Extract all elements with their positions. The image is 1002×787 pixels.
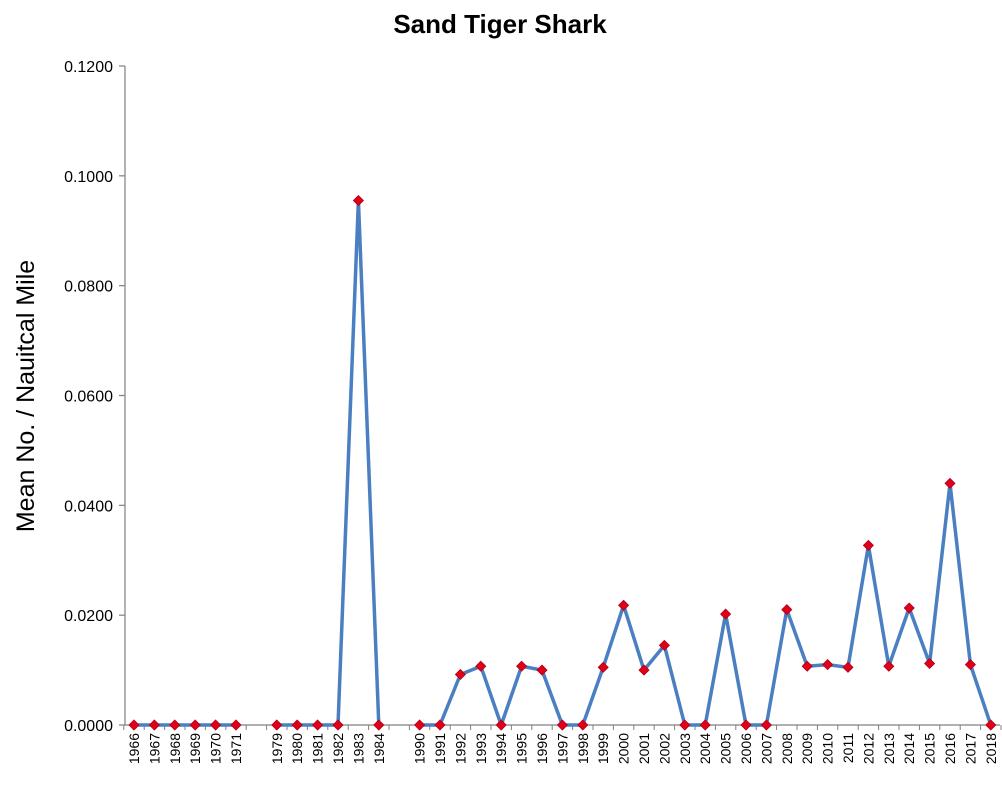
data-point-marker — [332, 719, 344, 731]
data-point-marker — [414, 719, 426, 731]
x-tick-label: 1980 — [289, 733, 305, 764]
x-tick-label: 1994 — [493, 733, 509, 764]
x-tick-label: 2007 — [758, 733, 774, 764]
data-point-marker — [169, 719, 181, 731]
axes — [119, 65, 1002, 730]
y-tick-label: 0.0800 — [64, 279, 113, 296]
data-point-marker — [128, 719, 140, 731]
data-point-marker — [801, 660, 813, 672]
x-tick-label: 2015 — [922, 733, 938, 764]
x-tick-label: 2014 — [901, 733, 917, 764]
x-tick-label: 2002 — [656, 733, 672, 764]
data-point-marker — [352, 194, 364, 207]
y-axis-label: Mean No. / Nauitcal Mile — [12, 260, 40, 532]
x-tick-label: 1990 — [412, 733, 428, 764]
x-tick-label: 1971 — [228, 733, 244, 764]
data-point-marker — [210, 719, 222, 731]
data-point-marker — [781, 604, 793, 616]
x-tick-label: 1991 — [432, 733, 448, 764]
x-tick-label: 2003 — [677, 733, 693, 764]
data-point-marker — [271, 719, 283, 731]
x-tick-label: 1981 — [310, 733, 326, 764]
y-tick-label: 0.1200 — [64, 59, 113, 76]
x-tick-label: 1997 — [554, 733, 570, 764]
data-point-marker — [577, 719, 589, 731]
data-point-marker — [148, 719, 160, 731]
x-tick-label: 1967 — [146, 733, 162, 764]
x-tick-label: 1968 — [167, 733, 183, 764]
data-markers — [128, 194, 997, 731]
x-tick-label: 1970 — [208, 733, 224, 764]
x-tick-label: 2008 — [779, 733, 795, 764]
data-point-marker — [475, 660, 487, 672]
tick-labels: 0.0000 0.0200 0.0400 0.0600 0.0800 0.1000 0.12… — [64, 59, 999, 764]
data-point-marker — [903, 602, 915, 614]
x-tick-label: 1982 — [330, 733, 346, 764]
x-tick-label: 1993 — [473, 733, 489, 764]
x-tick-label: 2004 — [697, 733, 713, 764]
data-point-marker — [373, 719, 385, 731]
data-point-marker — [658, 639, 670, 651]
x-tick-label: 2018 — [983, 733, 999, 764]
data-point-marker — [822, 659, 834, 671]
x-tick-label: 1979 — [269, 733, 285, 764]
data-point-marker — [699, 719, 711, 731]
data-point-marker — [760, 719, 772, 731]
data-point-marker — [495, 719, 507, 731]
data-point-marker — [740, 719, 752, 731]
x-tick-label: 1984 — [371, 733, 387, 764]
data-point-marker — [944, 477, 956, 489]
x-tick-label: 2016 — [942, 733, 958, 764]
data-point-marker — [434, 719, 446, 731]
x-tick-label: 1983 — [350, 733, 366, 764]
series-line-segment — [276, 198, 381, 727]
y-tick-label: 0.0400 — [64, 498, 113, 515]
data-point-marker — [883, 660, 895, 672]
x-tick-label: 1992 — [452, 733, 468, 764]
x-tick-label: 2012 — [860, 733, 876, 764]
x-tick-label: 2005 — [718, 733, 734, 764]
data-point-marker — [597, 661, 609, 673]
x-tick-label: 2017 — [962, 733, 978, 764]
x-tick-label: 2006 — [738, 733, 754, 764]
y-tick-label: 0.0600 — [64, 389, 113, 406]
chart-title: Sand Tiger Shark — [393, 9, 607, 39]
data-point-marker — [516, 660, 528, 672]
x-tick-label: 1966 — [126, 733, 142, 764]
x-tick-label: 2010 — [820, 733, 836, 764]
x-tick-label: 1999 — [595, 733, 611, 764]
data-point-marker — [924, 657, 936, 670]
y-tick-label: 0.1000 — [64, 169, 113, 186]
data-point-marker — [618, 599, 630, 611]
x-tick-label: 2001 — [636, 733, 652, 764]
data-point-marker — [556, 719, 568, 731]
data-point-marker — [964, 659, 976, 671]
x-tick-label: 2000 — [616, 733, 632, 764]
data-point-marker — [312, 719, 324, 731]
x-tick-label: 1998 — [575, 733, 591, 764]
x-tick-label: 2009 — [799, 733, 815, 764]
y-tick-label: 0.0200 — [64, 608, 113, 625]
data-point-marker — [842, 661, 854, 673]
x-tick-label: 1996 — [534, 733, 550, 764]
data-point-marker — [230, 719, 242, 731]
series-line-segment — [419, 481, 993, 727]
data-point-marker — [291, 719, 303, 731]
data-point-marker — [985, 719, 997, 731]
data-point-marker — [638, 664, 650, 676]
data-point-marker — [720, 608, 732, 620]
x-tick-label: 1995 — [514, 733, 530, 764]
data-point-marker — [862, 539, 874, 551]
data-point-marker — [536, 664, 548, 676]
x-tick-label: 2013 — [881, 733, 897, 764]
x-tick-label: 2011 — [840, 733, 856, 763]
y-tick-label: 0.0000 — [64, 718, 113, 735]
x-tick-label: 1969 — [187, 733, 203, 764]
series-line — [134, 198, 993, 727]
data-point-marker — [454, 668, 466, 681]
data-point-marker — [679, 719, 691, 731]
data-point-marker — [189, 719, 201, 731]
